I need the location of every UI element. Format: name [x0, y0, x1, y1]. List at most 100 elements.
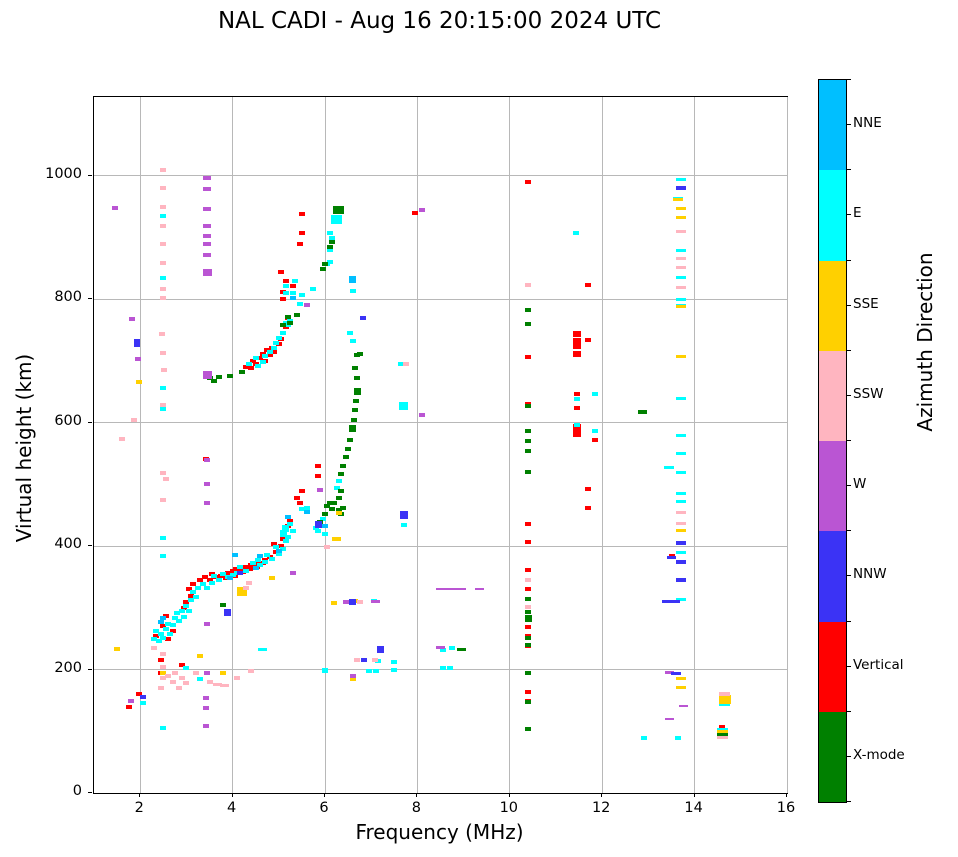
- data-point-v: [224, 571, 231, 576]
- data-point-v: [525, 539, 532, 544]
- data-point-v: [241, 565, 248, 570]
- data-point-ssw: [716, 735, 728, 739]
- y-tick-mark: [88, 298, 92, 300]
- data-point-v: [298, 230, 305, 235]
- colorbar-boundary-tick: [847, 530, 851, 532]
- data-point-e: [675, 452, 686, 456]
- data-point-v: [190, 582, 197, 587]
- x-tick-mark: [416, 793, 418, 797]
- data-point-x: [525, 439, 532, 444]
- data-point-x: [340, 505, 347, 510]
- data-point-w: [289, 570, 296, 575]
- colorbar-boundary-tick: [847, 259, 851, 261]
- data-point-e: [675, 736, 682, 741]
- data-point-nne: [289, 296, 296, 301]
- data-point-e: [264, 553, 271, 558]
- data-point-e: [261, 354, 268, 359]
- x-tick-mark: [139, 793, 141, 797]
- data-point-e: [250, 561, 257, 566]
- y-tick-mark: [88, 545, 92, 547]
- data-point-e: [675, 177, 686, 181]
- data-point-ssw: [163, 476, 170, 481]
- y-gridline: [94, 545, 787, 547]
- data-point-e: [282, 291, 289, 296]
- data-point-ssw: [402, 362, 409, 367]
- data-point-v: [201, 575, 208, 580]
- data-point-w: [203, 252, 212, 257]
- data-point-e: [280, 547, 287, 552]
- data-point-x: [347, 438, 354, 443]
- data-point-e: [289, 528, 296, 533]
- data-point-x: [322, 512, 328, 517]
- data-point-sse: [220, 671, 227, 676]
- data-point-ssw: [675, 522, 686, 526]
- colorbar-label-vertical: Vertical: [853, 656, 904, 673]
- data-point-ssw: [354, 658, 361, 663]
- data-point-w: [449, 588, 459, 591]
- data-point-x: [342, 454, 349, 459]
- data-point-v: [280, 536, 287, 541]
- data-point-sse: [332, 536, 342, 541]
- data-point-ssw: [219, 684, 229, 688]
- data-point-ssw: [171, 670, 178, 675]
- x-tick-label: 8: [411, 800, 421, 816]
- data-point-nnw: [236, 570, 243, 575]
- data-point-ssw: [183, 681, 190, 686]
- data-point-ssw: [525, 578, 532, 583]
- data-point-ssw: [525, 605, 532, 610]
- data-point-ssw: [160, 286, 167, 291]
- data-point-e: [243, 568, 250, 573]
- data-point-nne: [322, 524, 328, 529]
- data-point-nnw: [133, 343, 140, 348]
- data-point-w: [204, 457, 211, 462]
- x-tick-mark: [231, 793, 233, 797]
- data-point-x: [716, 732, 728, 736]
- data-point-v: [585, 282, 592, 287]
- data-point-nne: [157, 620, 164, 625]
- data-point-v: [525, 625, 532, 630]
- data-point-nne: [275, 549, 282, 554]
- colorbar-center-tick: [847, 755, 851, 757]
- data-point-nnw: [399, 511, 408, 520]
- data-point-w: [303, 302, 310, 307]
- data-point-ssw: [160, 351, 167, 356]
- data-point-w: [442, 588, 452, 591]
- data-point-e: [271, 345, 278, 350]
- data-point-w: [371, 600, 381, 604]
- y-tick-label: 800: [54, 289, 82, 306]
- y-gridline: [94, 298, 787, 300]
- data-point-e: [675, 297, 686, 301]
- data-point-e: [675, 471, 686, 475]
- data-point-x: [350, 417, 357, 422]
- data-point-sse: [718, 694, 731, 704]
- data-point-v: [135, 692, 142, 697]
- data-point-x: [340, 463, 347, 468]
- data-point-w: [342, 600, 349, 605]
- data-point-e: [335, 479, 342, 484]
- data-point-ssw: [151, 646, 158, 650]
- data-point-e: [259, 360, 266, 365]
- data-point-e: [229, 572, 236, 577]
- data-point-x: [525, 610, 532, 615]
- colorbar-segment-w: [819, 441, 846, 532]
- data-point-v: [585, 338, 592, 343]
- data-point-x: [331, 501, 338, 505]
- data-point-nnw: [376, 646, 384, 654]
- data-point-e: [349, 289, 356, 294]
- data-point-v: [572, 424, 581, 432]
- data-point-ssw: [675, 285, 686, 289]
- data-point-nnw: [661, 600, 672, 604]
- data-point-sse: [675, 207, 686, 211]
- data-point-w: [203, 241, 212, 246]
- data-point-x: [525, 449, 532, 454]
- data-point-w: [203, 724, 210, 729]
- data-point-v: [315, 463, 322, 468]
- data-point-v: [233, 566, 242, 573]
- data-point-e: [197, 677, 204, 682]
- data-point-e: [185, 608, 192, 613]
- data-point-e: [178, 608, 185, 613]
- data-point-w: [202, 268, 212, 276]
- data-point-sse: [675, 677, 686, 681]
- data-point-e: [328, 235, 335, 240]
